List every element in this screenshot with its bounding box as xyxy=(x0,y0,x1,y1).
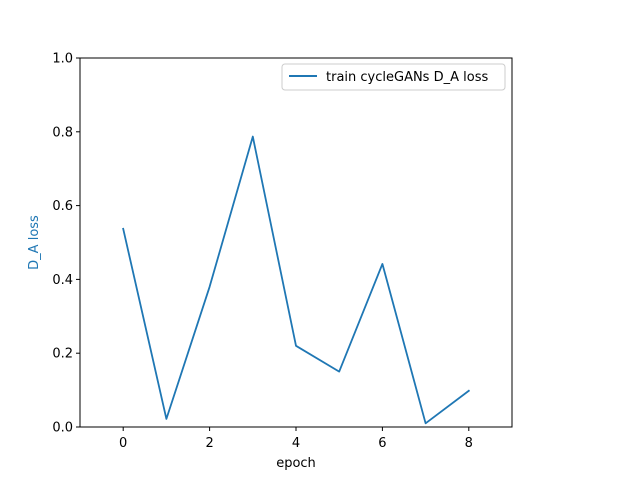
legend-entry-label: train cycleGANs D_A loss xyxy=(326,70,488,85)
y-axis-ticks: 0.0 0.2 0.4 0.6 0.8 1.0 xyxy=(52,52,80,436)
y-axis-label: D_A loss xyxy=(27,215,42,270)
series-line xyxy=(122,135,471,425)
plot-frame xyxy=(79,57,513,428)
y-tick-label: 0.2 xyxy=(52,347,73,362)
y-tick-label: 1.0 xyxy=(52,52,73,67)
x-tick-label: 2 xyxy=(205,436,213,451)
x-tick-label: 6 xyxy=(378,436,386,451)
y-tick-label: 0.4 xyxy=(52,273,73,288)
x-tick-label: 0 xyxy=(119,436,127,451)
plot-area xyxy=(80,58,512,427)
legend-box xyxy=(281,63,506,91)
x-tick-label: 4 xyxy=(292,436,300,451)
y-tick-label: 0.0 xyxy=(52,421,73,436)
series-lines xyxy=(122,135,471,425)
x-axis-label: epoch xyxy=(276,456,316,471)
x-axis-ticks: 0 2 4 6 8 xyxy=(119,427,473,451)
y-tick-label: 0.6 xyxy=(52,199,73,214)
y-tick-label: 0.8 xyxy=(52,125,73,140)
legend: train cycleGANs D_A loss xyxy=(281,63,506,91)
x-tick-label: 8 xyxy=(465,436,473,451)
